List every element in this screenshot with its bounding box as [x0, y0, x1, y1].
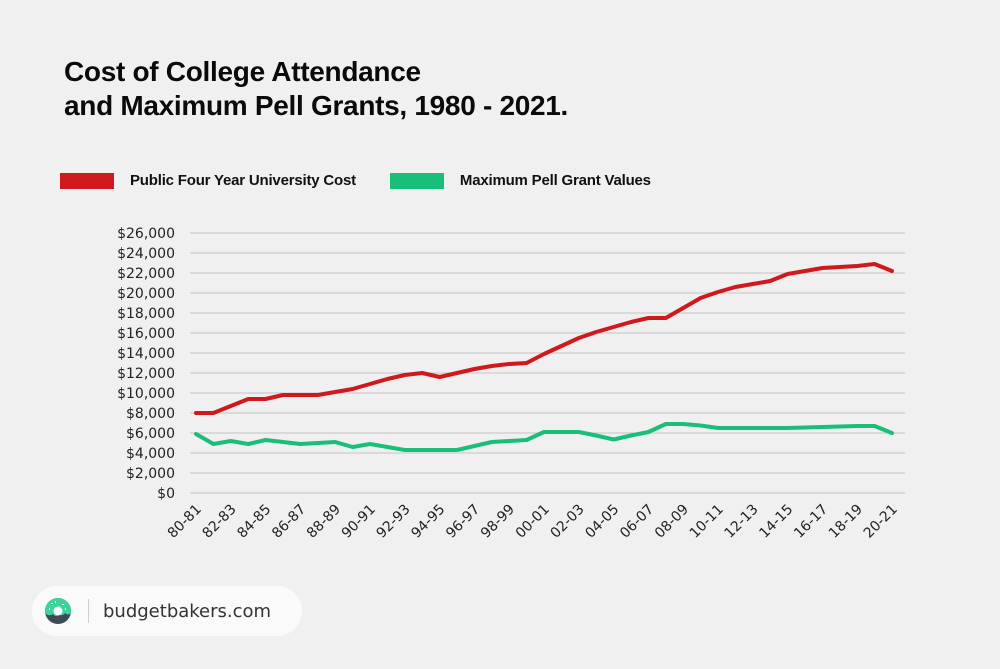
- y-tick-label: $8,000: [126, 406, 175, 422]
- legend-swatch-pell-grant: [389, 172, 444, 189]
- legend-item-university-cost: Public Four Year University Cost: [60, 172, 356, 189]
- x-tick-label: 02-03: [548, 502, 588, 542]
- x-tick-label: 18-19: [826, 502, 866, 542]
- x-tick-label: 12-13: [722, 502, 762, 542]
- y-tick-label: $22,000: [117, 266, 175, 282]
- footer-site-link[interactable]: budgetbakers.com: [103, 600, 272, 622]
- y-tick-label: $2,000: [126, 466, 175, 482]
- series-line-university-cost: [194, 262, 894, 415]
- legend-item-pell-grant: Maximum Pell Grant Values: [389, 172, 651, 189]
- y-tick-label: $16,000: [117, 326, 175, 342]
- x-tick-label: 84-85: [234, 502, 274, 542]
- y-tick-label: $26,000: [117, 226, 175, 242]
- y-tick-label: $18,000: [117, 306, 175, 322]
- y-tick-label: $24,000: [117, 246, 175, 262]
- footer-badge[interactable]: budgetbakers.com: [32, 586, 302, 636]
- y-tick-label: $10,000: [117, 386, 175, 402]
- x-tick-label: 04-05: [582, 502, 622, 542]
- y-tick-label: $20,000: [117, 286, 175, 302]
- chart-title: Cost of College Attendance and Maximum P…: [64, 55, 568, 123]
- legend-swatch-university-cost: [60, 172, 114, 189]
- x-tick-label: 80-81: [165, 502, 205, 542]
- chart-title-line-1: Cost of College Attendance: [64, 56, 421, 87]
- y-tick-label: $12,000: [117, 366, 175, 382]
- x-tick-label: 16-17: [791, 502, 831, 542]
- series-line-pell-grant: [194, 422, 894, 452]
- y-tick-label: $0: [157, 486, 175, 502]
- y-tick-label: $4,000: [126, 446, 175, 462]
- footer-divider: [88, 599, 89, 623]
- chart-legend: Public Four Year University Cost Maximum…: [60, 172, 685, 189]
- x-tick-label: 82-83: [200, 502, 240, 542]
- x-tick-label: 06-07: [617, 502, 657, 542]
- x-tick-label: 90-91: [339, 502, 379, 542]
- legend-label-pell-grant: Maximum Pell Grant Values: [459, 172, 651, 189]
- x-tick-label: 86-87: [269, 502, 309, 542]
- x-tick-label: 96-97: [443, 502, 483, 542]
- donut-icon: [45, 598, 71, 624]
- x-tick-label: 00-01: [513, 502, 553, 542]
- x-tick-label: 92-93: [374, 502, 414, 542]
- legend-label-university-cost: Public Four Year University Cost: [130, 172, 356, 189]
- chart-title-line-2: and Maximum Pell Grants, 1980 - 2021.: [64, 90, 569, 121]
- y-tick-label: $14,000: [117, 346, 175, 362]
- x-tick-label: 10-11: [687, 502, 727, 542]
- x-tick-label: 94-95: [408, 502, 448, 542]
- x-tick-label: 20-21: [861, 502, 901, 542]
- x-tick-label: 88-89: [304, 502, 344, 542]
- x-tick-label: 08-09: [652, 502, 692, 542]
- y-tick-label: $6,000: [126, 426, 175, 442]
- x-tick-label: 98-99: [478, 502, 518, 542]
- x-tick-label: 14-15: [756, 502, 796, 542]
